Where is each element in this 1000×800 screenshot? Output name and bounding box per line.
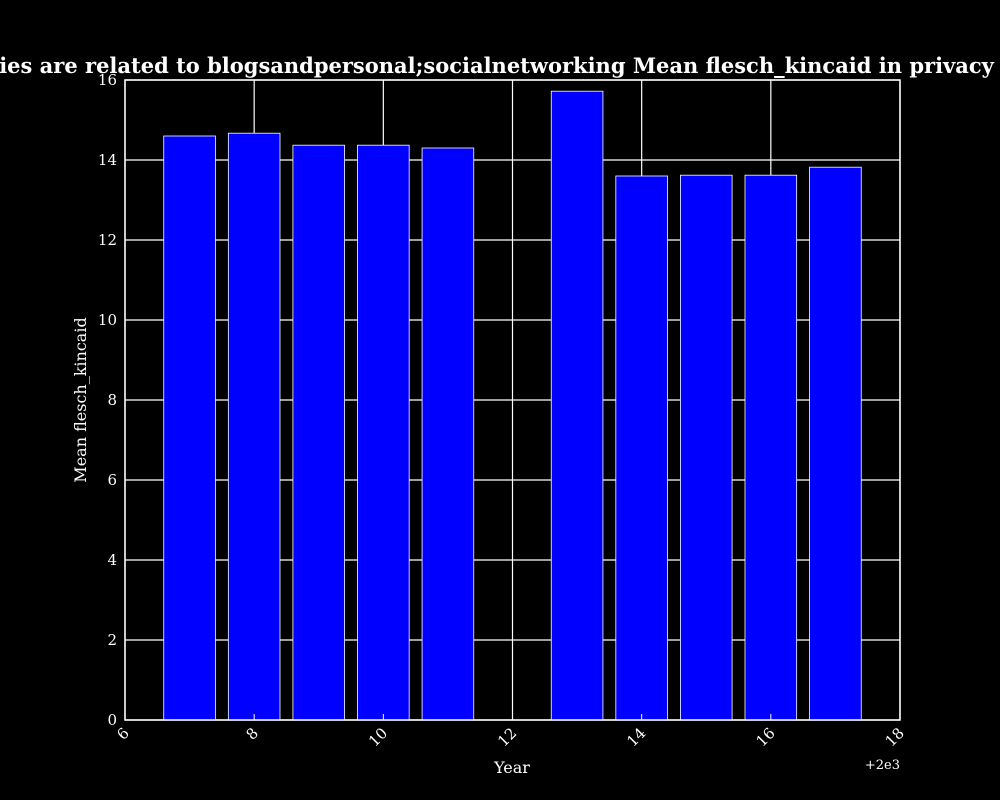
y-tick-label: 10 xyxy=(98,311,117,329)
bar-2009 xyxy=(292,144,345,721)
y-tick-label: 2 xyxy=(107,631,117,649)
bar-2017 xyxy=(809,166,862,721)
y-tick-label: 8 xyxy=(107,391,117,409)
bar-2008 xyxy=(227,132,281,721)
x-tick-label: 14 xyxy=(623,724,649,750)
x-tick-label: 8 xyxy=(243,724,262,743)
bar-2010 xyxy=(357,144,410,721)
y-tick-label: 14 xyxy=(98,151,117,169)
y-tick-label: 4 xyxy=(107,551,117,569)
x-tick-label: 10 xyxy=(365,724,391,750)
y-tick-label: 6 xyxy=(107,471,117,489)
x-axis-label: Year xyxy=(493,758,530,777)
bar-2007 xyxy=(163,135,216,721)
x-tick-label: 6 xyxy=(113,724,132,743)
bar-2014 xyxy=(615,175,668,721)
bars xyxy=(163,90,862,721)
x-tick-label: 16 xyxy=(752,724,778,750)
y-tick-label: 0 xyxy=(107,711,117,729)
x-axis-offset-label: +2e3 xyxy=(865,758,900,773)
x-tick-label: 18 xyxy=(882,724,908,750)
y-tick-label: 12 xyxy=(98,231,117,249)
bar-2015 xyxy=(680,174,733,721)
bar-2016 xyxy=(744,174,798,721)
chart-title: en categories are related to blogsandper… xyxy=(0,53,1000,78)
bar-2011 xyxy=(421,147,475,721)
bar-2013 xyxy=(550,90,604,721)
x-tick-label: 12 xyxy=(494,724,520,750)
y-axis-label: Mean flesch_kincaid xyxy=(71,317,90,482)
y-tick-label: 16 xyxy=(98,71,117,89)
